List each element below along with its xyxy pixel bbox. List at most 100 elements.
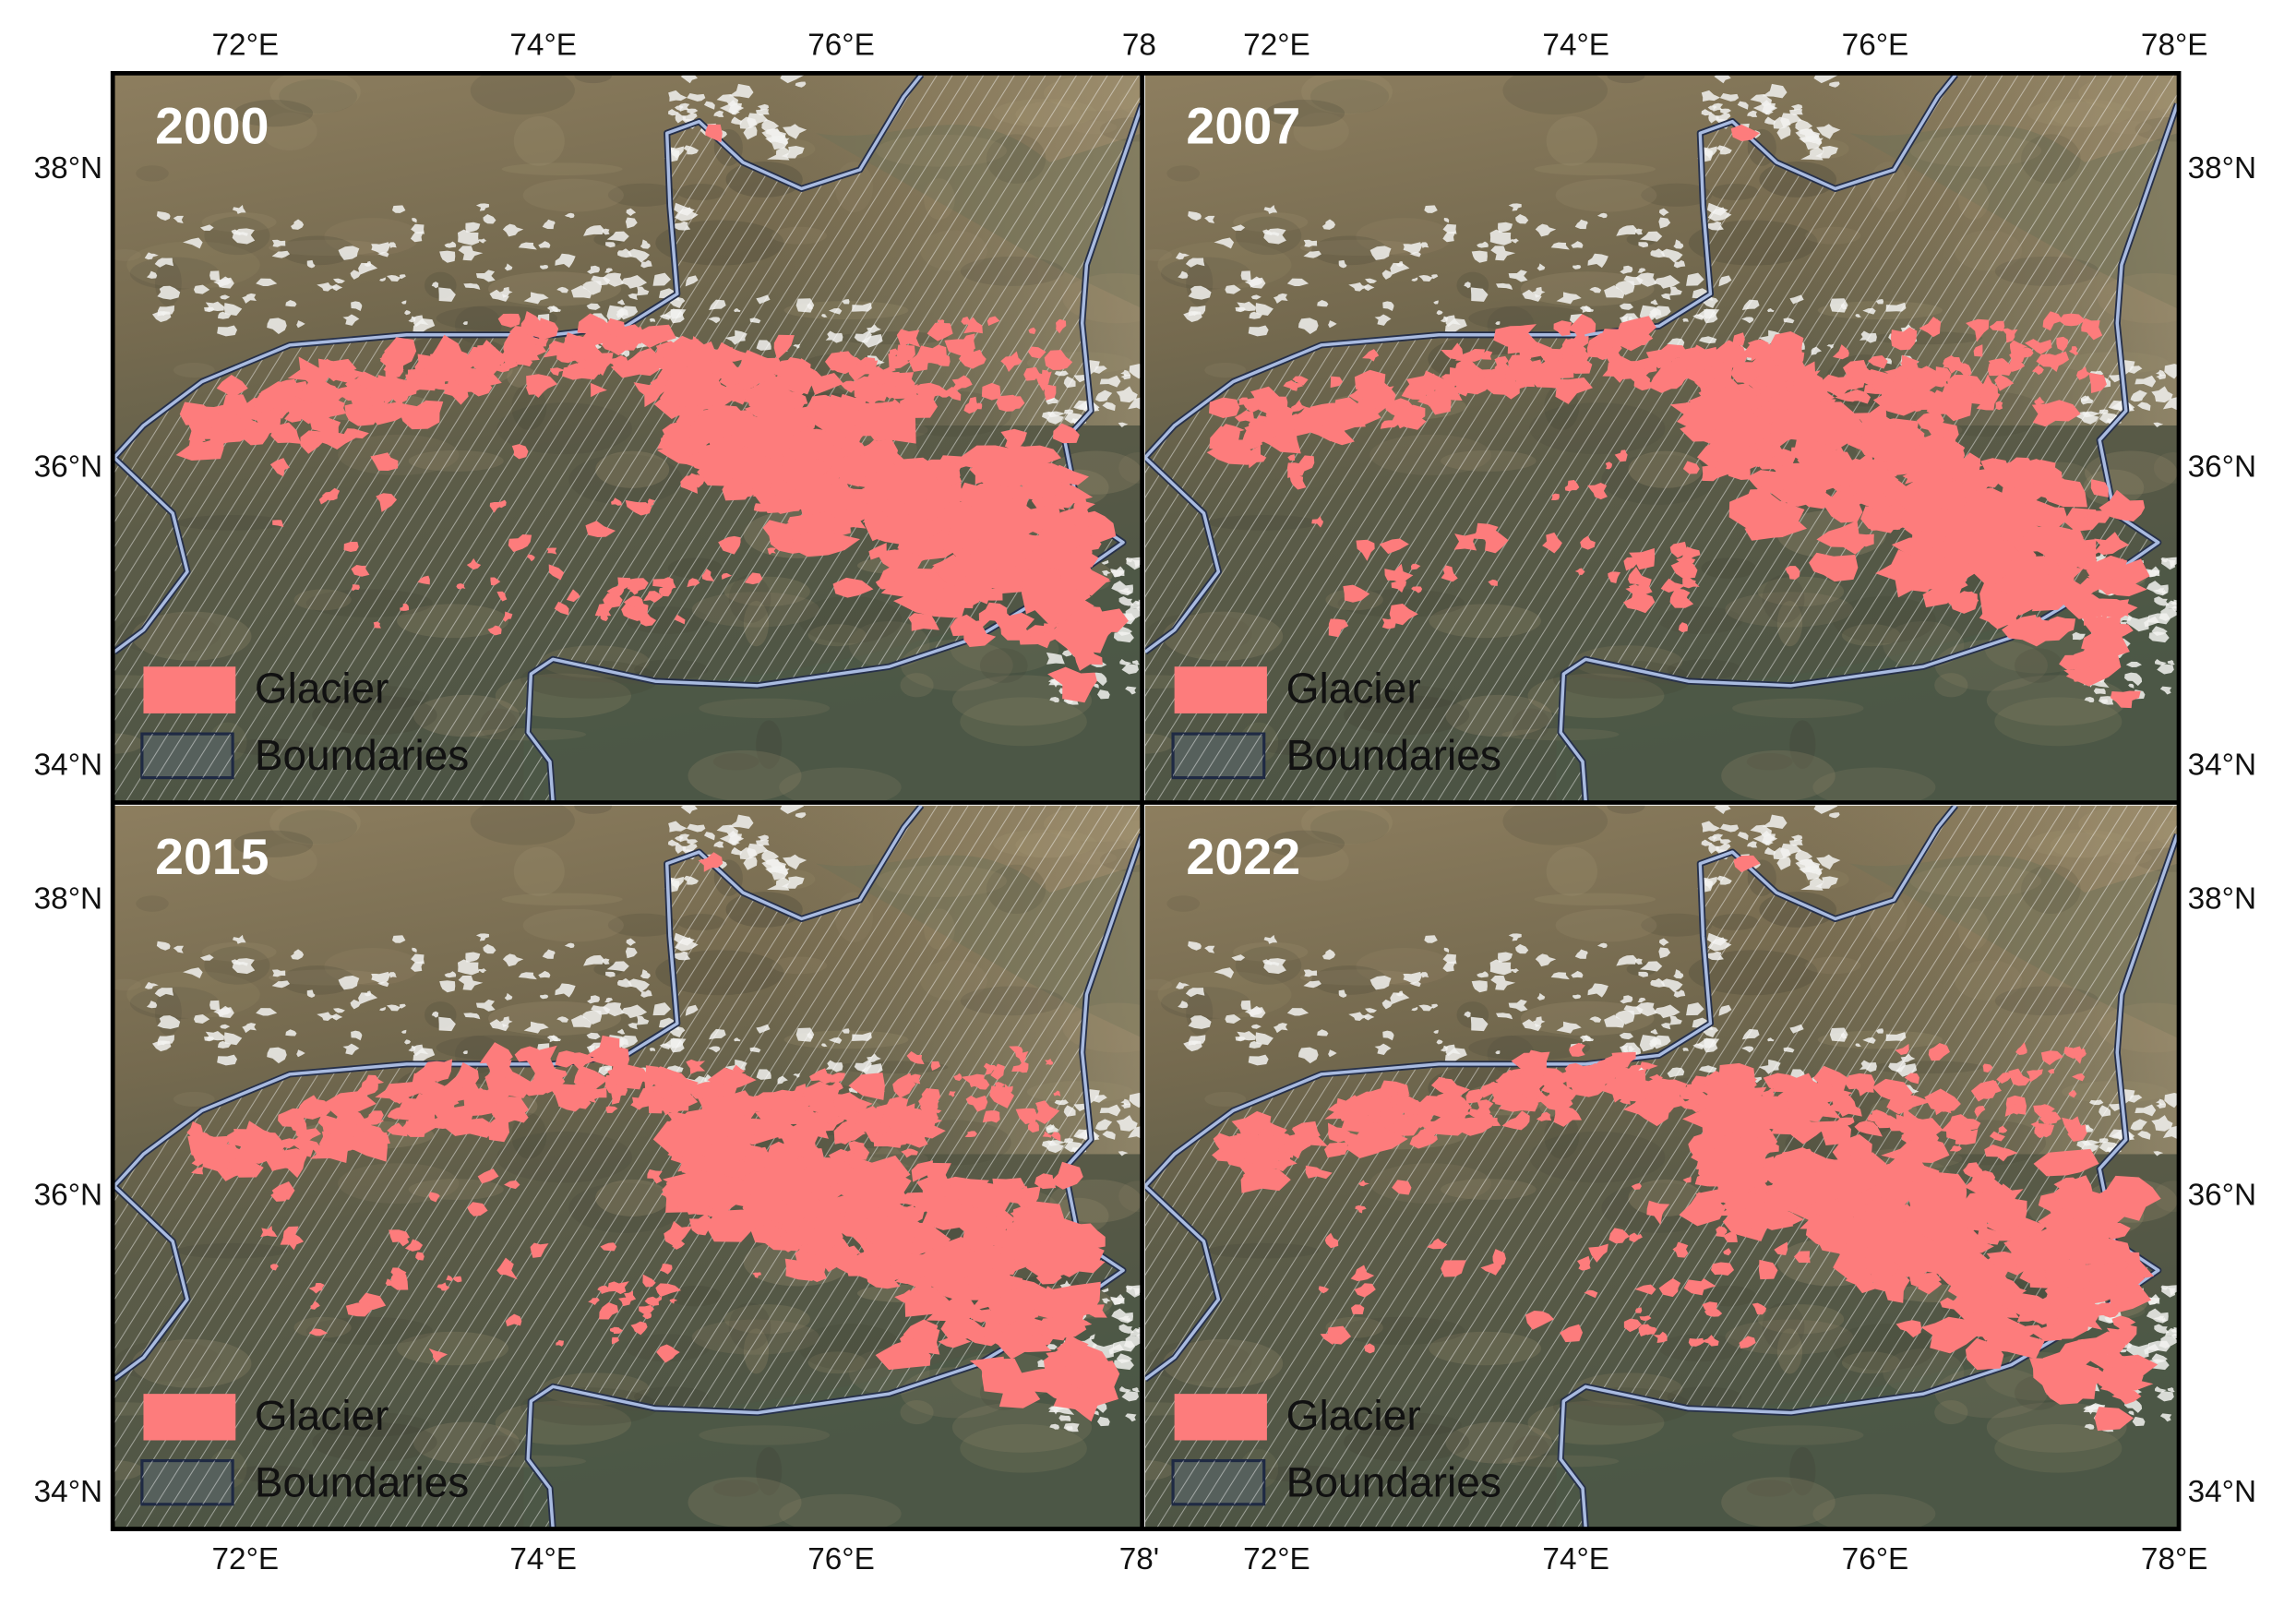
glacier [1000,351,1022,373]
glacier [604,1085,628,1097]
glacier [1027,346,1046,359]
legend-label: Boundaries [1286,1458,1501,1506]
glacier [548,564,565,581]
glacier [1754,442,1767,453]
glacier [1942,529,2006,557]
glacier [1292,376,1309,386]
glacier [1287,454,1296,461]
glacier [2111,1315,2136,1329]
glacier [611,1093,622,1105]
glacier [1985,1274,2022,1299]
glacier [508,1111,529,1123]
glacier [379,401,408,419]
glacier [1427,1238,1448,1250]
glacier [2015,459,2063,489]
glacier [1961,487,2007,504]
glacier [2094,1407,2135,1432]
glacier [2033,1148,2099,1177]
glacier [1772,1208,1804,1229]
glacier [496,1257,518,1280]
glacier [906,1051,925,1065]
glacier [1835,390,1863,402]
glacier [1982,1063,1993,1073]
glacier [373,621,381,629]
glacier [557,1093,586,1112]
glacier [709,1097,749,1124]
glacier [993,1373,1041,1408]
glacier [1896,1228,1934,1251]
glacier [1628,332,1649,349]
map-panel: 2007 Glacier Boundaries [1084,66,2209,808]
glacier [2005,536,2044,560]
glacier [660,1264,673,1275]
glacier [1241,397,1266,413]
glacier [2009,340,2027,358]
glacier [643,591,664,603]
glacier [546,547,557,555]
glacier [1875,549,1944,598]
glacier [1375,1106,1401,1123]
glacier [1999,1292,2051,1315]
glacier [1453,385,1470,397]
glacier [1508,354,1534,372]
lon-tick-label: 76°E [807,29,875,63]
glacier [1629,1232,1640,1242]
glacier [1669,588,1694,608]
glacier [573,1065,609,1089]
glacier [318,494,329,505]
glacier [1751,346,1769,362]
legend-label: Glacier [255,1392,389,1439]
glacier [780,1215,812,1229]
glacier [549,367,566,377]
glacier [1244,1143,1264,1157]
glacier [2058,313,2087,327]
glacier [2034,563,2054,577]
glacier [2083,631,2130,670]
glacier [721,1218,740,1235]
glacier [2042,1338,2094,1376]
glacier [479,1042,513,1064]
legend-boundary-hatch [1173,1460,1264,1504]
glacier [343,542,359,552]
legend-boundary-hatch [1173,734,1264,778]
glacier [1395,404,1426,429]
glacier [401,1117,428,1137]
glacier [818,1104,843,1123]
glacier [809,1211,848,1231]
glacier [456,582,466,590]
glacier [1797,402,1860,437]
glacier [2047,1068,2054,1074]
lat-tick-label: 34°N [34,1475,102,1509]
glacier [2034,1122,2055,1138]
glacier [721,1073,747,1095]
glacier [2022,1324,2043,1335]
glacier [1391,580,1407,593]
glacier [2024,1304,2063,1325]
glacier [1481,1115,1501,1127]
glacier [1323,1142,1349,1158]
glacier [209,410,245,432]
legend-glacier-swatch [1174,1394,1267,1441]
glacier [599,1301,619,1320]
glacier [2090,479,2109,497]
glacier [2040,1050,2063,1065]
glacier [964,1131,977,1138]
glacier [1255,1173,1272,1188]
glacier [1541,1083,1556,1094]
glacier [901,1241,917,1255]
glacier [633,382,669,408]
glacier [1996,1072,2012,1084]
glacier [490,577,501,586]
glacier [1682,461,1700,474]
glacier [687,578,700,588]
glacier [344,402,382,426]
glacier [767,547,776,556]
glacier [1345,1130,1388,1159]
glacier [2099,489,2146,522]
glacier [379,355,409,374]
glacier [1027,1121,1039,1133]
glacier [680,474,699,494]
glacier [269,458,290,477]
glacier [585,353,614,376]
glacier [1035,1316,1069,1341]
